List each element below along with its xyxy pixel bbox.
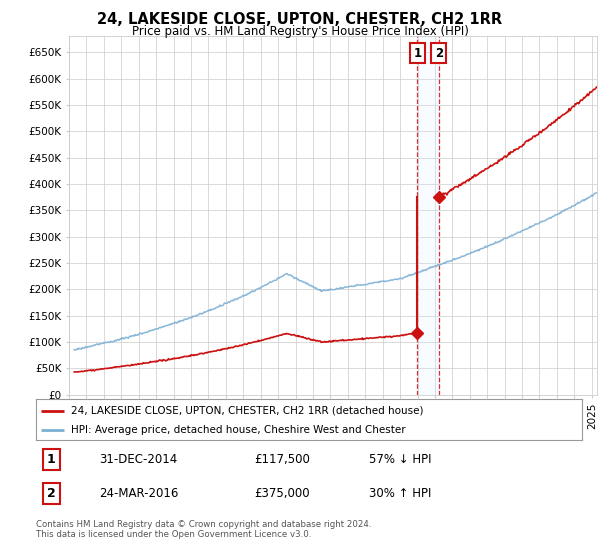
Text: £375,000: £375,000 [254,487,310,501]
Text: Contains HM Land Registry data © Crown copyright and database right 2024.
This d: Contains HM Land Registry data © Crown c… [36,520,371,539]
Text: 1: 1 [413,47,421,60]
Text: 1: 1 [47,453,56,466]
Text: 24, LAKESIDE CLOSE, UPTON, CHESTER, CH2 1RR (detached house): 24, LAKESIDE CLOSE, UPTON, CHESTER, CH2 … [71,405,424,416]
Text: 30% ↑ HPI: 30% ↑ HPI [369,487,431,501]
Text: 31-DEC-2014: 31-DEC-2014 [99,453,177,466]
Text: £117,500: £117,500 [254,453,310,466]
Text: 2: 2 [435,47,443,60]
Text: 24, LAKESIDE CLOSE, UPTON, CHESTER, CH2 1RR: 24, LAKESIDE CLOSE, UPTON, CHESTER, CH2 … [97,12,503,27]
Text: Price paid vs. HM Land Registry's House Price Index (HPI): Price paid vs. HM Land Registry's House … [131,25,469,38]
Text: 2: 2 [47,487,56,501]
Text: 24-MAR-2016: 24-MAR-2016 [99,487,178,501]
Text: 57% ↓ HPI: 57% ↓ HPI [369,453,431,466]
Text: HPI: Average price, detached house, Cheshire West and Chester: HPI: Average price, detached house, Ches… [71,424,406,435]
Bar [418,36,439,395]
